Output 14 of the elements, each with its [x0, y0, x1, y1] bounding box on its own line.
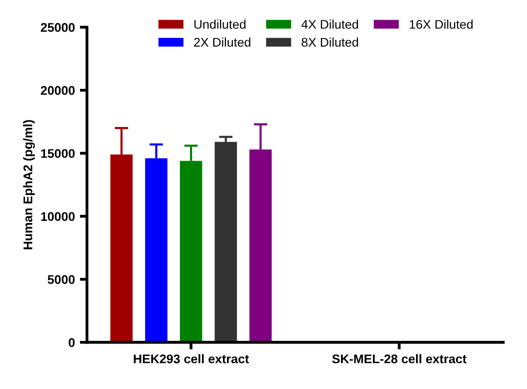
y-tick-label: 25000 [40, 23, 75, 32]
y-tick-label: 5000 [48, 275, 75, 284]
y-tick-label: 10000 [41, 212, 75, 221]
y-tick-label: 20000 [40, 86, 75, 95]
y-tick-label: 15000 [41, 149, 75, 158]
legend-label: Undiluted [194, 20, 246, 29]
legend-label: 8X Diluted [302, 38, 358, 47]
legend-label: 2X Diluted [194, 38, 250, 47]
x-tick-label: SK-MEL-28 cell extract [332, 354, 466, 364]
legend-label: 4X Diluted [301, 20, 358, 29]
y-tick-label: 0 [68, 338, 75, 347]
x-tick-label: HEK293 cell extract [134, 354, 249, 364]
y-axis-title: Human EphA2 (pg/ml) [23, 120, 35, 250]
legend-label: 16X Diluted [410, 20, 473, 29]
